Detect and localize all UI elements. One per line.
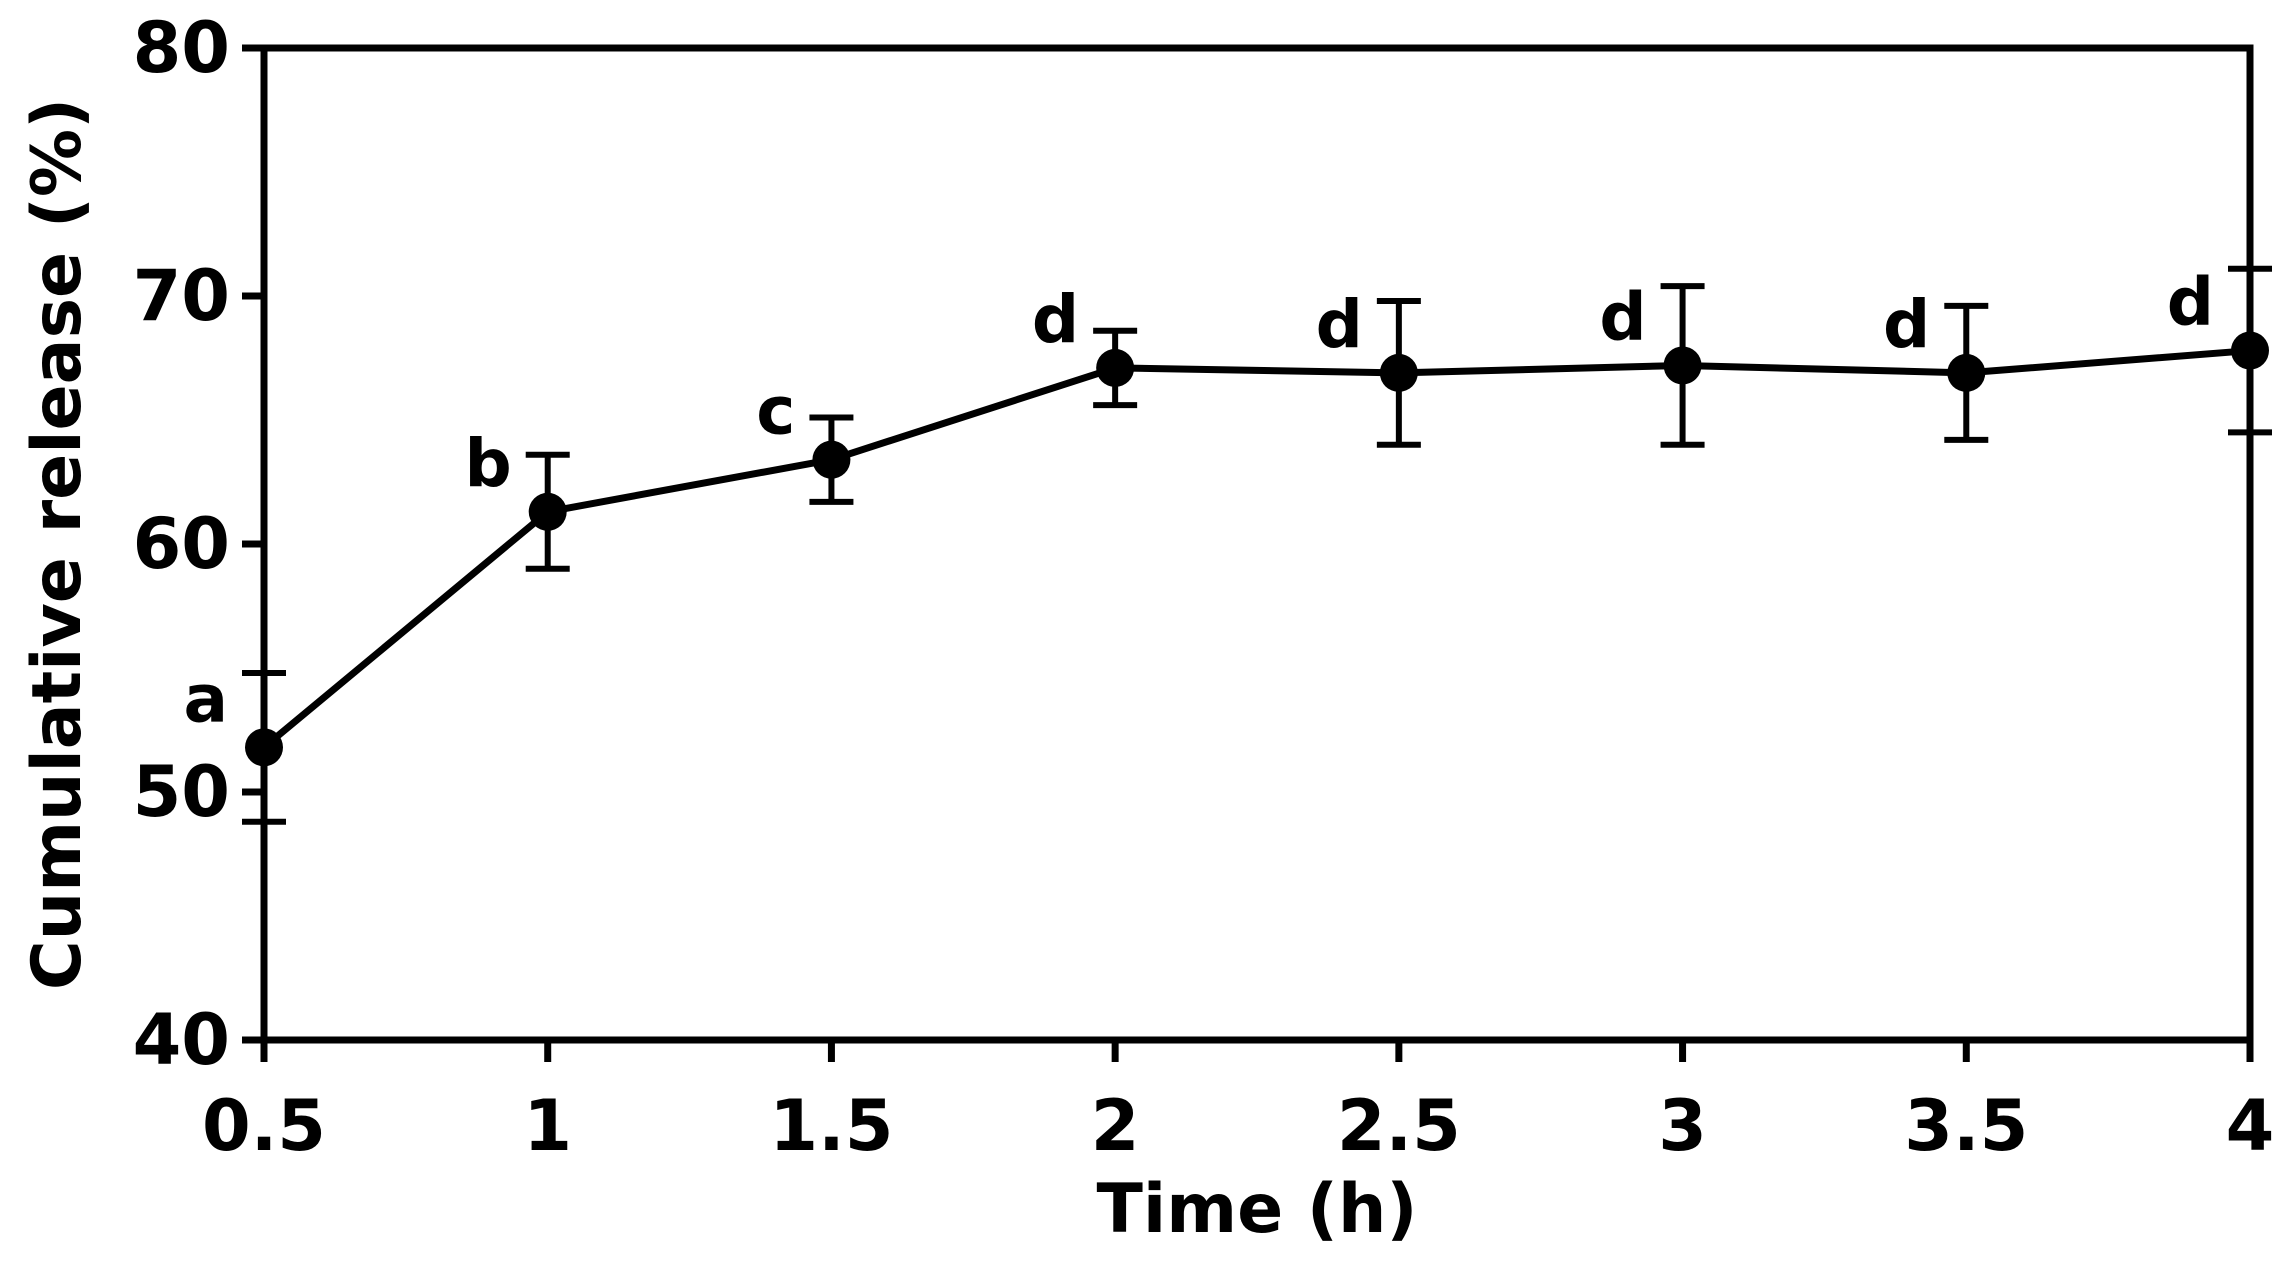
x-tick-label: 3 <box>1658 1085 1707 1167</box>
x-tick-label: 2 <box>1091 1085 1140 1167</box>
data-point <box>245 728 283 767</box>
x-axis-title: Time (h) <box>1097 1170 1418 1249</box>
y-tick-label: 40 <box>133 999 230 1081</box>
significance-label: d <box>1599 278 1646 355</box>
y-tick-label: 70 <box>133 255 230 337</box>
data-point <box>2231 331 2269 370</box>
data-point <box>528 492 567 531</box>
y-axis-title: Cumulative release (%) <box>18 98 97 990</box>
x-tick-label: 0.5 <box>202 1085 326 1167</box>
significance-label: d <box>2167 264 2214 341</box>
y-tick-label: 50 <box>133 751 230 833</box>
significance-label: d <box>1883 286 1930 363</box>
data-point <box>1096 348 1135 387</box>
series-line <box>261 347 2251 751</box>
x-tick-label: 1.5 <box>769 1085 893 1167</box>
x-tick-label: 3.5 <box>1904 1085 2028 1167</box>
data-point <box>1947 353 1986 392</box>
data-point <box>1379 353 1418 392</box>
y-tick-label: 60 <box>133 503 230 585</box>
significance-label: a <box>183 660 228 737</box>
x-tick-label: 4 <box>2226 1085 2275 1167</box>
data-point <box>1663 346 1702 385</box>
x-tick-label: 1 <box>523 1085 572 1167</box>
significance-label: d <box>1032 281 1079 358</box>
significance-label: b <box>464 425 511 502</box>
significance-label: c <box>756 373 795 450</box>
significance-label: d <box>1316 286 1363 363</box>
x-tick-label: 2.5 <box>1337 1085 1461 1167</box>
plot-frame <box>260 44 2254 1044</box>
y-tick-label: 80 <box>133 7 230 89</box>
data-point <box>812 440 851 479</box>
